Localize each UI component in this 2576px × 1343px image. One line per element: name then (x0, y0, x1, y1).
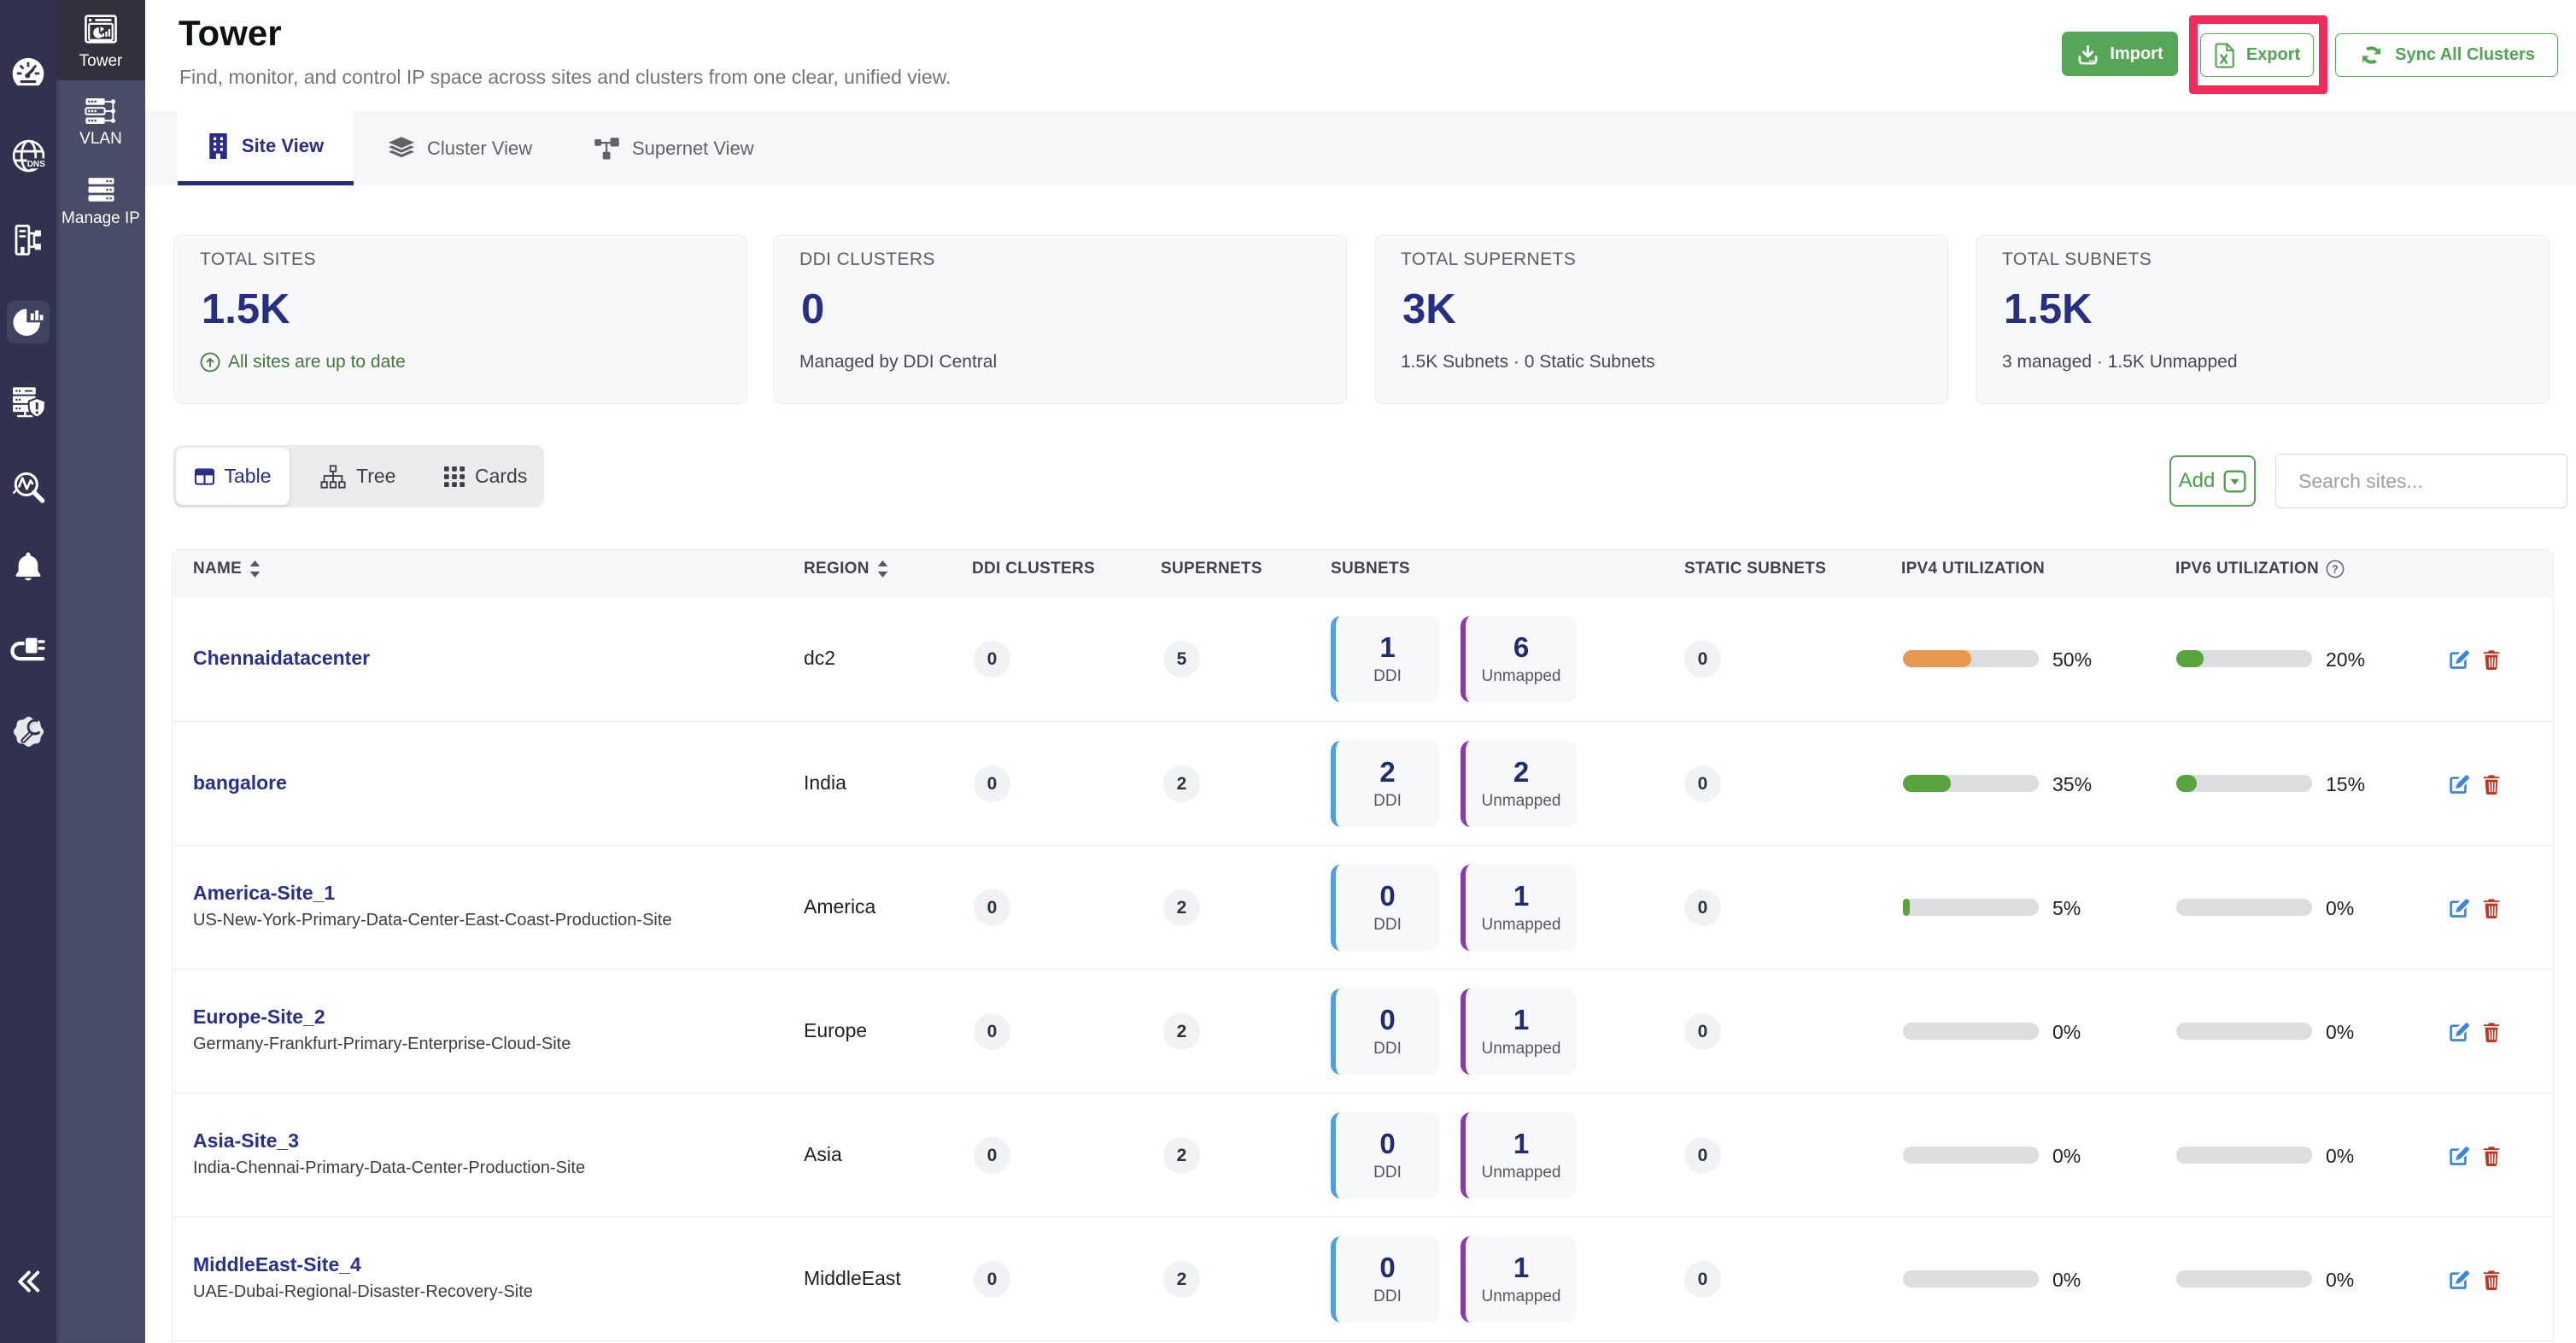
svg-text:?: ? (2332, 563, 2339, 575)
svg-text:DNS: DNS (26, 160, 44, 169)
